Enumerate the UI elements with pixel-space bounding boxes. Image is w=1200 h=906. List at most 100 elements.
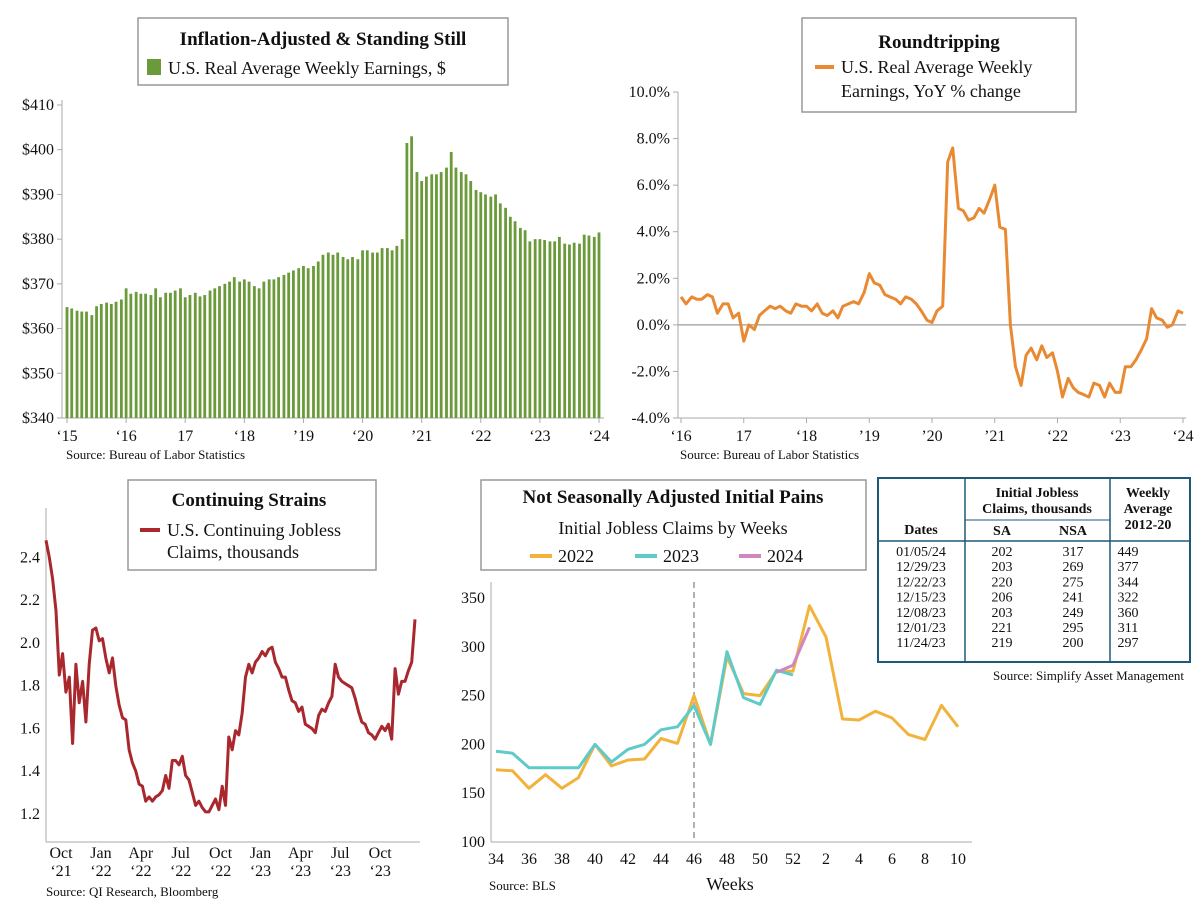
x-tick-label: ‘20 bbox=[352, 428, 373, 445]
x-tick-label: 8 bbox=[921, 851, 929, 868]
x-tick-label: 42 bbox=[620, 851, 636, 868]
bar bbox=[208, 290, 212, 418]
x-tick-label: 46 bbox=[686, 851, 702, 868]
x-tick-label: ‘23 bbox=[529, 428, 550, 445]
x-tick-label: ‘23 bbox=[250, 863, 271, 880]
series-line bbox=[679, 146, 1184, 399]
x-tick-label: ‘21 bbox=[50, 863, 71, 880]
cell-nsa: 317 bbox=[1063, 545, 1084, 560]
bar bbox=[454, 167, 458, 418]
bar bbox=[238, 281, 242, 418]
x-tick-label: Jan bbox=[90, 845, 111, 862]
chart-title: Continuing Strains bbox=[172, 490, 327, 511]
y-tick-label: $340 bbox=[22, 410, 54, 427]
bar bbox=[430, 174, 434, 418]
x-tick-label: Oct bbox=[209, 845, 233, 862]
header-avg: Average bbox=[1124, 502, 1173, 517]
chart-title: Inflation-Adjusted & Standing Still bbox=[180, 29, 467, 50]
bar bbox=[361, 250, 364, 418]
bar bbox=[198, 296, 202, 418]
y-tick-label: 200 bbox=[461, 736, 485, 753]
y-tick-label: $390 bbox=[22, 186, 54, 203]
bar bbox=[410, 136, 414, 419]
y-tick-label: 1.6 bbox=[20, 720, 40, 737]
cell-date: 12/22/23 bbox=[896, 575, 946, 590]
bar bbox=[193, 292, 197, 418]
bar bbox=[474, 189, 478, 418]
bar bbox=[169, 292, 172, 418]
source-label: Source: Bureau of Labor Statistics bbox=[680, 447, 859, 462]
cell-nsa: 241 bbox=[1063, 591, 1084, 606]
bar bbox=[297, 268, 301, 418]
legend-box bbox=[127, 479, 377, 571]
x-tick-label: ’19 bbox=[859, 428, 880, 445]
bar bbox=[548, 241, 552, 418]
bar bbox=[380, 248, 384, 418]
bar bbox=[494, 194, 497, 418]
bar bbox=[568, 244, 571, 418]
x-tick-label: ‘23 bbox=[1110, 428, 1131, 445]
chart-title: Roundtripping bbox=[878, 32, 1000, 53]
x-tick-label: 48 bbox=[719, 851, 735, 868]
bar bbox=[415, 172, 419, 418]
earnings-bar-chart: $340 $350 $360 $370 $380 $390 $400 $410 ‘15 ‘16 17… bbox=[22, 17, 610, 462]
bar bbox=[578, 243, 581, 418]
bar bbox=[287, 272, 291, 418]
chart-title: Not Seasonally Adjusted Initial Pains bbox=[523, 487, 824, 508]
cell-sa: 221 bbox=[992, 621, 1013, 636]
x-tick-label: ‘22 bbox=[170, 863, 191, 880]
cell-sa: 203 bbox=[992, 606, 1013, 621]
bar bbox=[424, 176, 428, 418]
cell-avg: 344 bbox=[1118, 575, 1139, 590]
x-tick-label: 4 bbox=[855, 851, 863, 868]
x-tick-label: Jan bbox=[250, 845, 271, 862]
bar bbox=[99, 303, 103, 418]
bar bbox=[464, 174, 468, 418]
bar bbox=[203, 295, 207, 418]
bar bbox=[572, 242, 576, 418]
x-tick-label: ‘16 bbox=[115, 428, 136, 445]
legend-label: U.S. Real Average Weekly Earnings, $ bbox=[168, 58, 446, 78]
x-tick-label: 6 bbox=[888, 851, 896, 868]
bar bbox=[439, 172, 443, 418]
cell-date: 12/08/23 bbox=[896, 606, 946, 621]
bar bbox=[563, 243, 567, 418]
x-tick-label: ’19 bbox=[293, 428, 314, 445]
x-tick-label: ‘22 bbox=[470, 428, 491, 445]
x-tick-label: ’20 bbox=[921, 428, 942, 445]
bar bbox=[557, 236, 561, 418]
bar bbox=[449, 151, 453, 418]
source-label: Source: BLS bbox=[489, 878, 556, 893]
header-avg: Weekly bbox=[1126, 486, 1170, 501]
bar bbox=[484, 194, 487, 418]
cell-nsa: 295 bbox=[1063, 621, 1084, 636]
earnings-yoy-line-chart: -4.0% -2.0% 0.0% 2.0% 4.0% 6.0% 8.0% 10.0% ‘16 17… bbox=[629, 17, 1194, 462]
cell-date: 01/05/24 bbox=[896, 545, 946, 560]
bar bbox=[435, 174, 438, 418]
bar bbox=[508, 216, 512, 418]
y-tick-label: 0.0% bbox=[637, 317, 670, 334]
cell-avg: 449 bbox=[1118, 545, 1139, 560]
cell-sa: 220 bbox=[992, 575, 1013, 590]
x-tick-label: Jul bbox=[331, 845, 350, 862]
bar bbox=[105, 302, 109, 418]
bar bbox=[257, 288, 261, 418]
x-tick-label: ‘24 bbox=[588, 428, 609, 445]
bar bbox=[371, 252, 375, 418]
bar bbox=[282, 274, 286, 418]
y-tick-label: 250 bbox=[461, 688, 485, 705]
bar bbox=[139, 293, 143, 418]
header-claims: Initial Jobless bbox=[996, 486, 1079, 501]
y-tick-label: 6.0% bbox=[637, 177, 670, 194]
cell-date: 12/01/23 bbox=[896, 621, 946, 636]
bar bbox=[188, 295, 192, 418]
y-tick-label: 300 bbox=[461, 639, 485, 656]
cell-sa: 202 bbox=[992, 545, 1013, 560]
bar bbox=[504, 207, 508, 418]
bar bbox=[242, 279, 246, 418]
cell-date: 11/24/23 bbox=[896, 636, 945, 651]
y-tick-label: 1.2 bbox=[20, 806, 40, 823]
bar bbox=[528, 241, 532, 418]
